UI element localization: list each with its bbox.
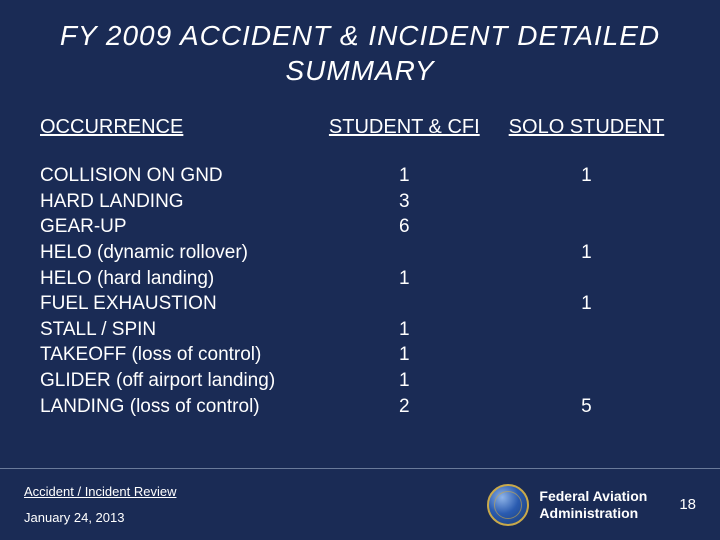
cell-solo-student: 1	[493, 163, 680, 189]
cell-solo-student	[493, 189, 680, 215]
page-number: 18	[679, 496, 696, 513]
cell-solo-student	[493, 214, 680, 240]
cell-occurrence: TAKEOFF (loss of control)	[40, 342, 316, 368]
cell-occurrence: COLLISION ON GND	[40, 163, 316, 189]
footer-right: Federal Aviation Administration 18	[487, 484, 696, 526]
footer: Accident / Incident Review January 24, 2…	[0, 468, 720, 540]
cell-student-cfi: 1	[316, 163, 493, 189]
table-row: HARD LANDING3	[40, 189, 680, 215]
cell-occurrence: STALL / SPIN	[40, 317, 316, 343]
slide-title: FY 2009 ACCIDENT & INCIDENT DETAILED SUM…	[0, 0, 720, 96]
cell-occurrence: GEAR-UP	[40, 214, 316, 240]
cell-solo-student: 5	[493, 394, 680, 420]
footer-review-title: Accident / Incident Review	[24, 482, 487, 502]
cell-solo-student: 1	[493, 240, 680, 266]
cell-student-cfi: 2	[316, 394, 493, 420]
faa-seal-icon	[487, 484, 529, 526]
cell-student-cfi	[316, 240, 493, 266]
content-area: OCCURRENCE STUDENT & CFI SOLO STUDENT CO…	[0, 96, 720, 419]
cell-student-cfi: 1	[316, 368, 493, 394]
table-row: COLLISION ON GND11	[40, 163, 680, 189]
cell-student-cfi: 1	[316, 266, 493, 292]
footer-date: January 24, 2013	[24, 508, 487, 528]
cell-occurrence: GLIDER (off airport landing)	[40, 368, 316, 394]
table-rows: COLLISION ON GND11HARD LANDING3GEAR-UP6H…	[40, 163, 680, 419]
cell-student-cfi: 3	[316, 189, 493, 215]
cell-occurrence: HARD LANDING	[40, 189, 316, 215]
cell-student-cfi	[316, 291, 493, 317]
cell-student-cfi: 1	[316, 317, 493, 343]
cell-solo-student: 1	[493, 291, 680, 317]
table-row: FUEL EXHAUSTION 1	[40, 291, 680, 317]
table-row: GEAR-UP6	[40, 214, 680, 240]
cell-occurrence: LANDING (loss of control)	[40, 394, 316, 420]
table-row: HELO (hard landing)1	[40, 266, 680, 292]
footer-left: Accident / Incident Review January 24, 2…	[24, 482, 487, 527]
table-row: GLIDER (off airport landing)1	[40, 368, 680, 394]
cell-solo-student	[493, 317, 680, 343]
cell-solo-student	[493, 368, 680, 394]
cell-solo-student	[493, 266, 680, 292]
cell-solo-student	[493, 342, 680, 368]
footer-org-line1: Federal Aviation	[539, 488, 647, 505]
header-student-cfi: STUDENT & CFI	[316, 116, 493, 139]
cell-occurrence: HELO (dynamic rollover)	[40, 240, 316, 266]
footer-org: Federal Aviation Administration	[539, 488, 647, 522]
cell-student-cfi: 6	[316, 214, 493, 240]
table-headers: OCCURRENCE STUDENT & CFI SOLO STUDENT	[40, 116, 680, 139]
table-row: TAKEOFF (loss of control)1	[40, 342, 680, 368]
header-occurrence: OCCURRENCE	[40, 116, 316, 139]
table-row: LANDING (loss of control)25	[40, 394, 680, 420]
table-row: HELO (dynamic rollover) 1	[40, 240, 680, 266]
table-row: STALL / SPIN1	[40, 317, 680, 343]
cell-occurrence: HELO (hard landing)	[40, 266, 316, 292]
cell-student-cfi: 1	[316, 342, 493, 368]
cell-occurrence: FUEL EXHAUSTION	[40, 291, 316, 317]
header-solo-student: SOLO STUDENT	[493, 116, 680, 139]
footer-org-line2: Administration	[539, 505, 647, 522]
